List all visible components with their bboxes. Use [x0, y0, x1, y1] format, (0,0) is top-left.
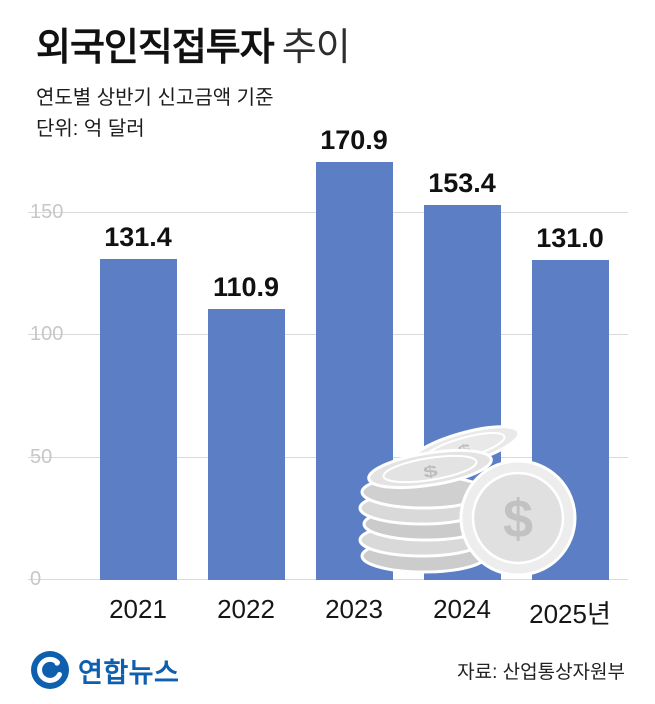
title-sub: 추이 [281, 27, 351, 69]
source-credit: 자료: 산업통상자원부 [457, 661, 625, 683]
header: 외국인직접투자 추이 연도별 상반기 신고금액 기준 단위: 억 달러 [36, 27, 351, 144]
y-tick-label: 150 [30, 201, 64, 223]
footer: 연합뉴스 자료: 산업통상자원부 [30, 650, 625, 690]
unit-label: 단위: 억 달러 [36, 117, 145, 140]
svg-text:$: $ [422, 461, 439, 482]
tilted-coin-front-icon: $ [367, 448, 493, 490]
x-tick-label: 2023 [325, 594, 383, 624]
svg-text:$: $ [503, 489, 533, 549]
yonhap-logo: 연합뉴스 [30, 650, 179, 690]
bar-value-label: 153.4 [428, 167, 496, 198]
bar-value-label: 131.0 [536, 222, 604, 253]
bar-value-label: 131.4 [104, 221, 172, 252]
subtitle-basis: 연도별 상반기 신고금액 기준 [36, 86, 274, 109]
logo-text: 연합뉴스 [78, 657, 180, 688]
y-tick-label: 0 [30, 568, 42, 590]
x-tick-label: 2021 [109, 594, 167, 624]
yonhap-swirl-icon [31, 651, 69, 689]
bar-2021 [99, 258, 177, 580]
y-tick-label: 100 [30, 323, 64, 346]
coin-stack-icon [358, 474, 490, 574]
page-title: 외국인직접투자 추이 [36, 27, 351, 70]
x-tick-label: 2022 [217, 594, 275, 624]
bar-value-label: 110.9 [212, 271, 280, 302]
dollar-coins-illustration: $ $ $ [358, 425, 577, 577]
title-main: 외국인직접투자 [36, 27, 275, 69]
bar-value-label: 170.9 [320, 124, 388, 155]
bar-2022 [207, 308, 285, 580]
y-tick-label: 50 [30, 445, 53, 468]
dollar-coin-icon: $ [459, 459, 577, 577]
x-tick-label: 2025년 [529, 599, 611, 629]
chart-subtitle: 연도별 상반기 신고금액 기준 단위: 억 달러 [36, 84, 350, 144]
x-tick-label: 2024 [433, 594, 491, 624]
